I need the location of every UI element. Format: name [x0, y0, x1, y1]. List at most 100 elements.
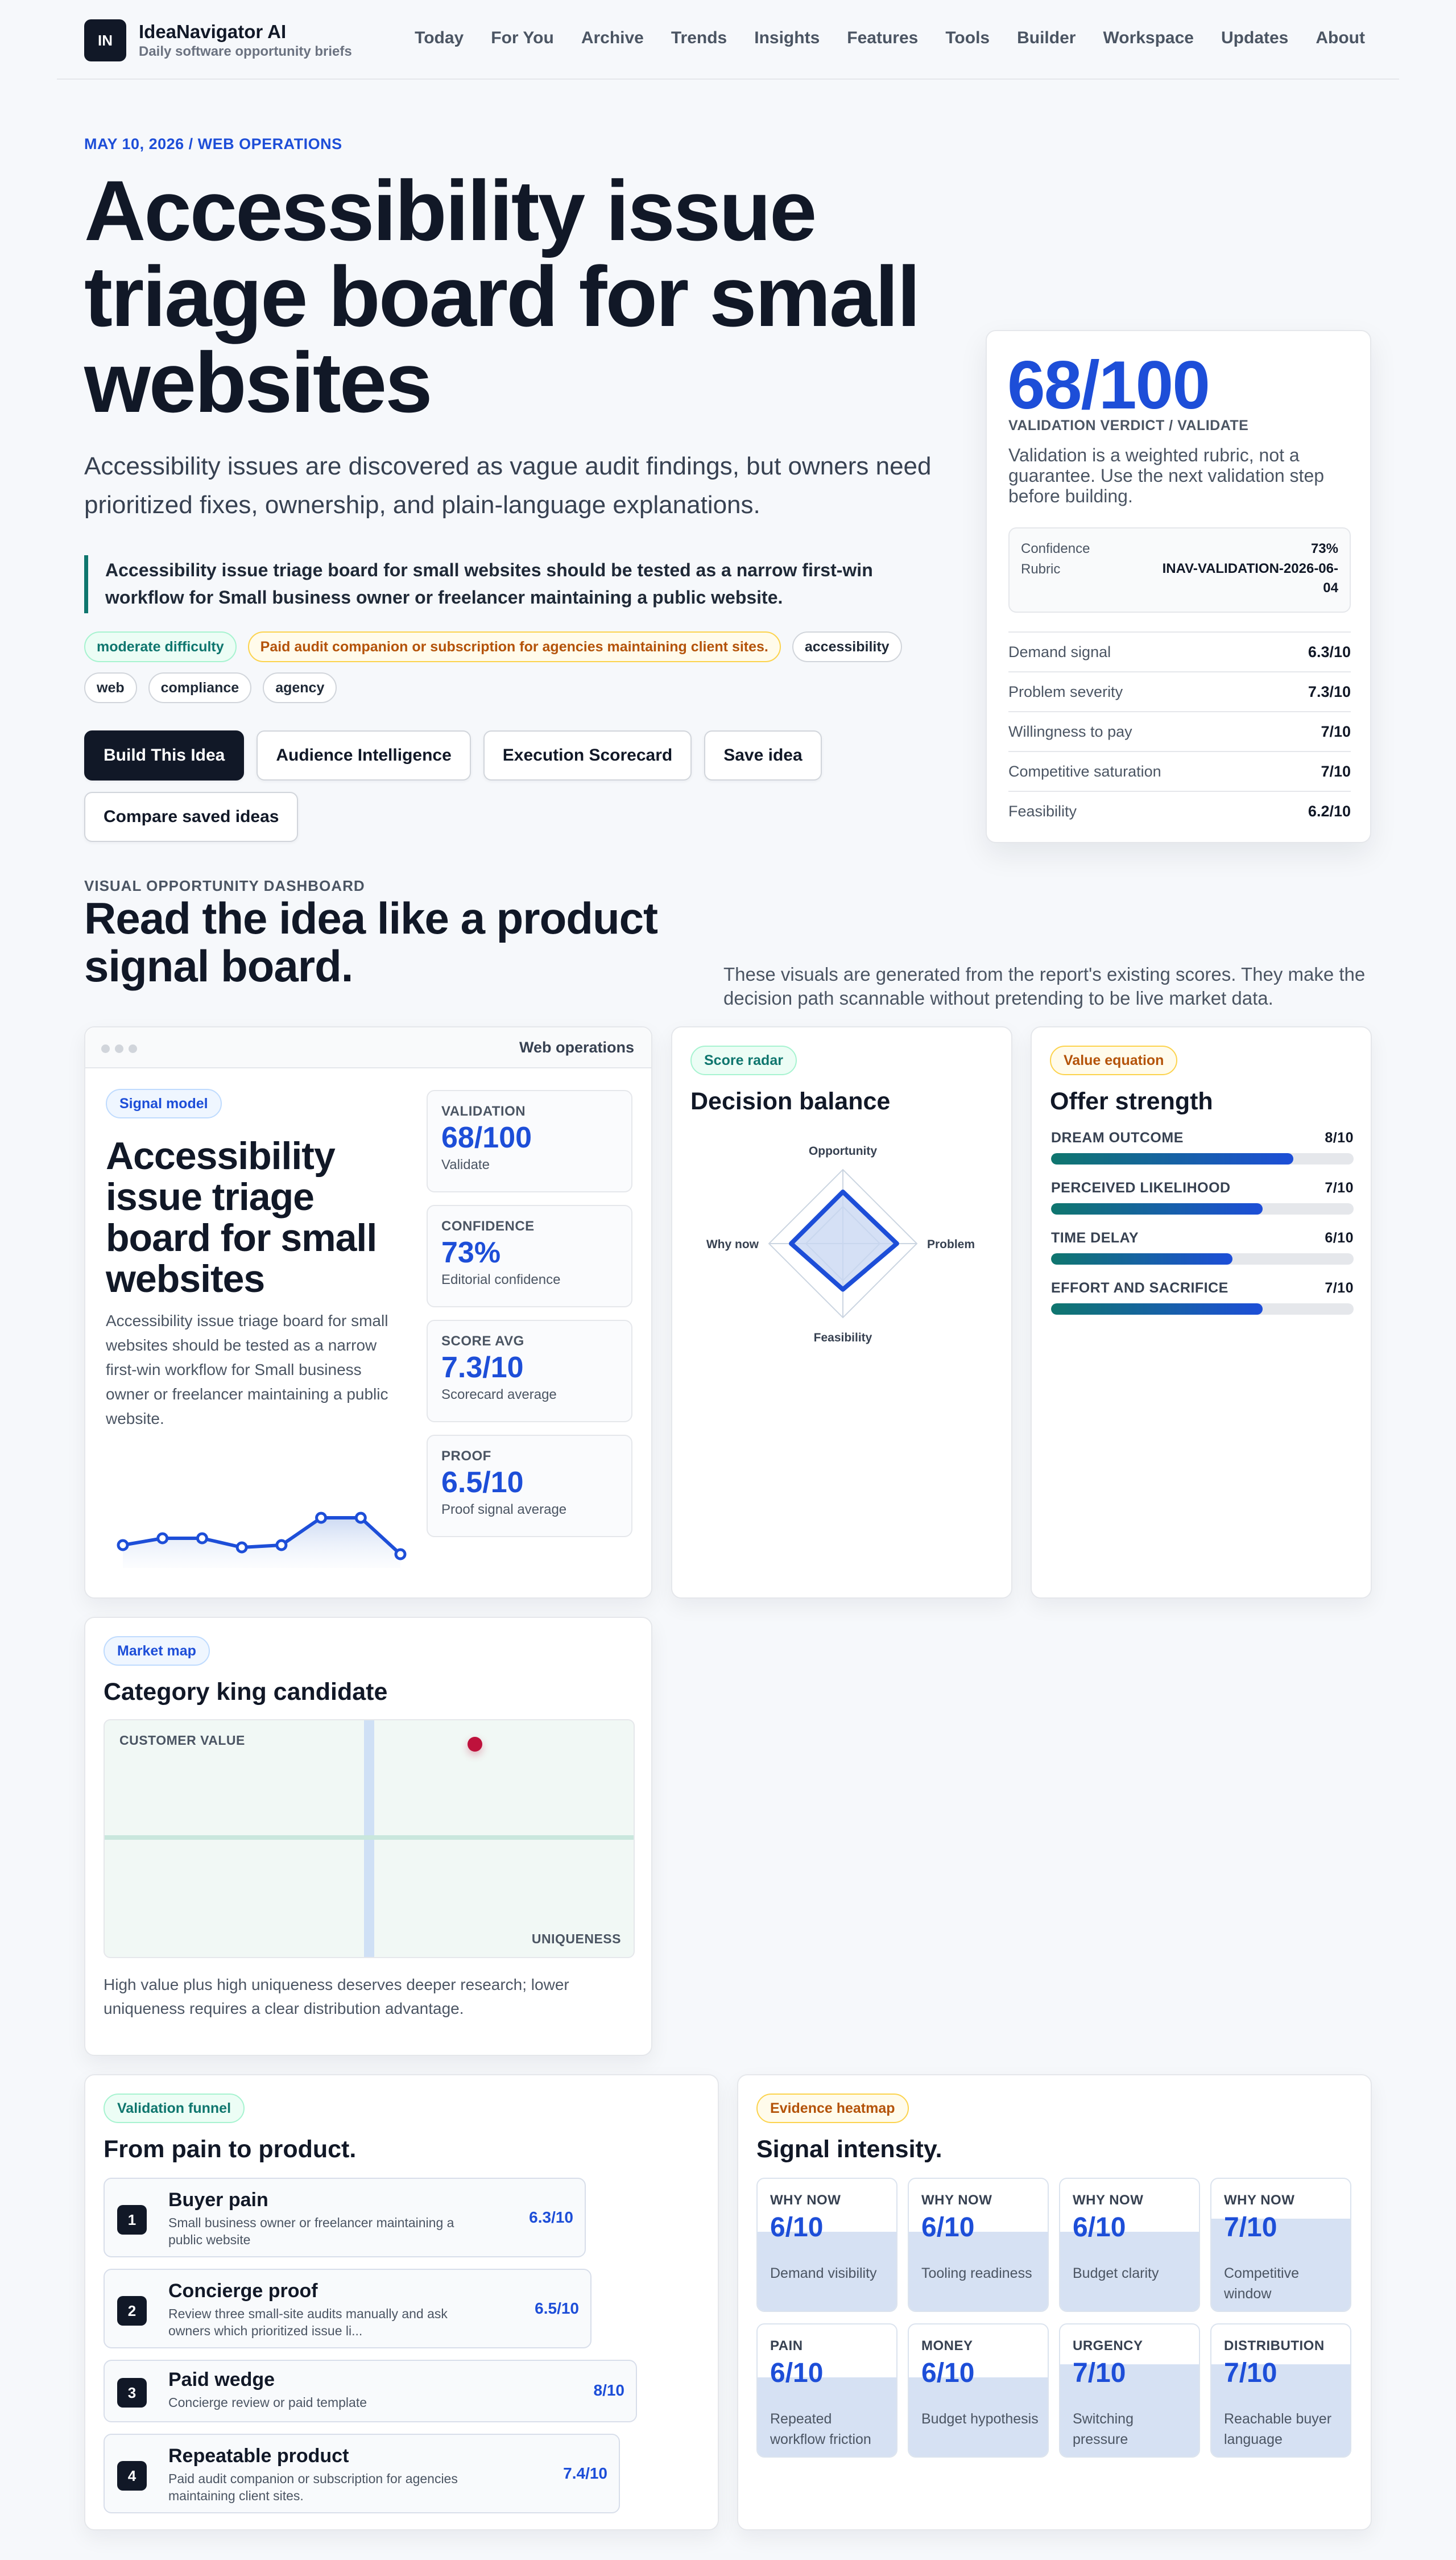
bar-fill	[1051, 1253, 1233, 1265]
score-radar-pill: Score radar	[690, 1046, 797, 1075]
execution-scorecard-button[interactable]: Execution Scorecard	[483, 730, 692, 781]
signal-model-description: Accessibility issue triage board for sma…	[106, 1312, 388, 1427]
tag-compliance[interactable]: compliance	[148, 672, 252, 703]
stat-caption: Editorial confidence	[441, 1272, 561, 1287]
cell-score: 7/10	[1224, 2212, 1277, 2243]
hero-eyebrow: MAY 10, 2026 / WEB OPERATIONS	[84, 135, 342, 152]
validation-metrics: Demand signal 6.3/10 Problem severity 7.…	[1008, 631, 1351, 831]
metric-value: 6.2/10	[1308, 802, 1351, 820]
dashboard-eyebrow: VISUAL OPPORTUNITY DASHBOARD	[84, 877, 365, 894]
bar-fill	[1051, 1153, 1293, 1165]
cell-caption: Budget clarity	[1073, 2265, 1159, 2281]
build-idea-button[interactable]: Build This Idea	[84, 730, 245, 781]
heatmap-cell: PAIN 6/10 Repeated workflow friction	[756, 2323, 897, 2458]
window-dot	[115, 1044, 123, 1053]
evidence-heatmap-card: Evidence heatmap Signal intensity. WHY N…	[737, 2074, 1372, 2530]
validation-funnel-card: Validation funnel From pain to product. …	[84, 2074, 719, 2530]
heatmap-cell-fill	[909, 2231, 1048, 2311]
nav-link-features[interactable]: Features	[847, 28, 919, 47]
tag-web[interactable]: web	[84, 672, 137, 703]
metric-label: Willingness to pay	[1008, 722, 1132, 740]
heatmap-cell-fill	[1211, 2218, 1350, 2311]
nav-link-about[interactable]: About	[1316, 28, 1365, 47]
brand[interactable]: IN IdeaNavigator AI Daily software oppor…	[84, 19, 352, 61]
nav-link-today[interactable]: Today	[415, 28, 464, 47]
sparkline-area	[123, 1518, 400, 1568]
metric-row: Competitive saturation 7/10	[1008, 751, 1351, 791]
nav-link-builder[interactable]: Builder	[1017, 28, 1076, 47]
signal-model-title: Accessibility issue triage board for sma…	[106, 1134, 377, 1300]
bar-value: 7/10	[1325, 1180, 1354, 1196]
heatmap-cell-fill	[909, 2377, 1048, 2456]
step-number: 2	[117, 2296, 147, 2326]
nav-link-workspace[interactable]: Workspace	[1103, 28, 1194, 47]
tag-agency[interactable]: agency	[263, 672, 337, 703]
action-buttons: Build This Idea Audience Intelligence Ex…	[84, 730, 937, 842]
validation-description: Validation is a weighted rubric, not a g…	[1008, 445, 1325, 506]
offer-bar-dream-outcome: DREAM OUTCOME 8/10	[1051, 1130, 1354, 1165]
cell-score: 6/10	[770, 2212, 824, 2243]
cell-score: 6/10	[921, 2212, 975, 2243]
save-idea-button[interactable]: Save idea	[704, 730, 822, 781]
bar-fill	[1051, 1203, 1263, 1215]
radar-axis-label: Why now	[706, 1238, 759, 1251]
stat-validation: VALIDATION 68/100 Validate	[427, 1090, 632, 1192]
market-map-pill: Market map	[104, 1636, 210, 1666]
offer-bar-effort-sacrifice: EFFORT AND SACRIFICE 7/10	[1051, 1280, 1354, 1315]
nav-link-tools[interactable]: Tools	[945, 28, 990, 47]
market-map-card: Market map Category king candidate CUSTO…	[84, 1617, 652, 2056]
audience-intelligence-button[interactable]: Audience Intelligence	[257, 730, 471, 781]
heatmap-cell: WHY NOW 6/10 Demand visibility	[756, 2178, 897, 2312]
radar-axis-label: Opportunity	[809, 1145, 877, 1158]
step-number: 3	[117, 2378, 147, 2408]
metric-row: Feasibility 6.2/10	[1008, 791, 1351, 831]
dashboard-title: Read the idea like a product signal boar…	[84, 893, 658, 991]
radar-axis-label: Problem	[927, 1238, 975, 1251]
stat-label: VALIDATION	[441, 1104, 526, 1119]
tag-business-model[interactable]: Paid audit companion or subscription for…	[247, 631, 781, 662]
metric-value: 7/10	[1321, 722, 1351, 740]
step-score: 6.3/10	[529, 2208, 573, 2226]
heatmap-cell-fill	[1211, 2364, 1350, 2456]
nav-link-archive[interactable]: Archive	[581, 28, 644, 47]
stat-caption: Scorecard average	[441, 1387, 557, 1402]
metric-label: Feasibility	[1008, 802, 1077, 820]
hero-subtitle: Accessibility issues are discovered as v…	[84, 452, 932, 519]
step-score: 7.4/10	[563, 2464, 607, 2482]
evidence-heatmap-pill: Evidence heatmap	[756, 2094, 909, 2123]
sparkline-point	[315, 1512, 328, 1524]
stat-caption: Proof signal average	[441, 1502, 567, 1517]
cell-caption: Reachable buyer language	[1224, 2411, 1332, 2447]
stat-label: CONFIDENCE	[441, 1219, 535, 1234]
cell-caption: Budget hypothesis	[921, 2411, 1039, 2427]
tag-difficulty[interactable]: moderate difficulty	[84, 631, 237, 662]
sparkline-point	[394, 1548, 407, 1560]
radar-axis-label: Feasibility	[814, 1331, 872, 1344]
quadrant-divider-horizontal	[105, 1835, 634, 1840]
cell-category: WHY NOW	[921, 2192, 992, 2208]
compare-ideas-button[interactable]: Compare saved ideas	[84, 792, 299, 842]
bar-label: PERCEIVED LIKELIHOOD	[1051, 1180, 1231, 1196]
stat-value: 6.5/10	[441, 1466, 524, 1499]
page-title: Accessibility issue triage board for sma…	[84, 163, 921, 430]
hero-quote: Accessibility issue triage board for sma…	[84, 555, 909, 613]
tag-accessibility[interactable]: accessibility	[792, 631, 902, 662]
heatmap-cell-fill	[758, 2231, 896, 2311]
sparkline-point	[117, 1539, 129, 1551]
offer-bar-time-delay: TIME DELAY 6/10	[1051, 1230, 1354, 1265]
metric-row: Willingness to pay 7/10	[1008, 711, 1351, 751]
signal-model-card: Web operations Signal model Accessibilit…	[84, 1026, 652, 1599]
sparkline-point	[275, 1539, 288, 1551]
cell-category: URGENCY	[1073, 2338, 1143, 2353]
step-number: 4	[117, 2461, 147, 2491]
nav-link-trends[interactable]: Trends	[671, 28, 727, 47]
nav-link-insights[interactable]: Insights	[754, 28, 820, 47]
nav-link-updates[interactable]: Updates	[1221, 28, 1289, 47]
nav-link-for-you[interactable]: For You	[491, 28, 554, 47]
bar-fill	[1051, 1303, 1263, 1315]
cell-caption: Demand visibility	[770, 2265, 877, 2281]
validation-verdict: VALIDATION VERDICT / VALIDATE	[1008, 418, 1249, 433]
stat-caption: Validate	[441, 1157, 490, 1172]
bar-label: TIME DELAY	[1051, 1230, 1139, 1246]
cell-score: 6/10	[1073, 2212, 1126, 2243]
